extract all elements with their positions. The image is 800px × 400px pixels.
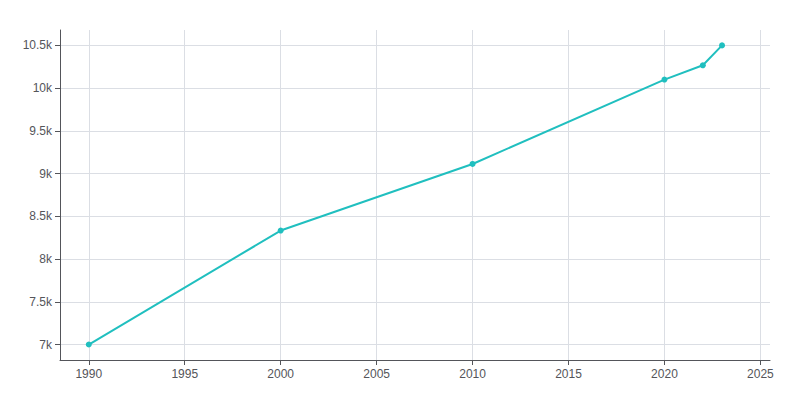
svg-text:10.5k: 10.5k (23, 38, 53, 52)
svg-text:7.5k: 7.5k (29, 295, 53, 309)
svg-text:2025: 2025 (747, 367, 774, 381)
svg-text:9.5k: 9.5k (29, 124, 53, 138)
svg-text:8.5k: 8.5k (29, 209, 53, 223)
svg-text:2010: 2010 (459, 367, 486, 381)
svg-text:1995: 1995 (171, 367, 198, 381)
svg-text:10k: 10k (33, 81, 53, 95)
svg-text:2015: 2015 (555, 367, 582, 381)
svg-text:2000: 2000 (267, 367, 294, 381)
svg-text:9k: 9k (39, 167, 53, 181)
svg-text:8k: 8k (39, 252, 53, 266)
svg-text:7k: 7k (39, 338, 53, 352)
svg-text:1990: 1990 (75, 367, 102, 381)
svg-text:2005: 2005 (363, 367, 390, 381)
svg-text:2020: 2020 (651, 367, 678, 381)
